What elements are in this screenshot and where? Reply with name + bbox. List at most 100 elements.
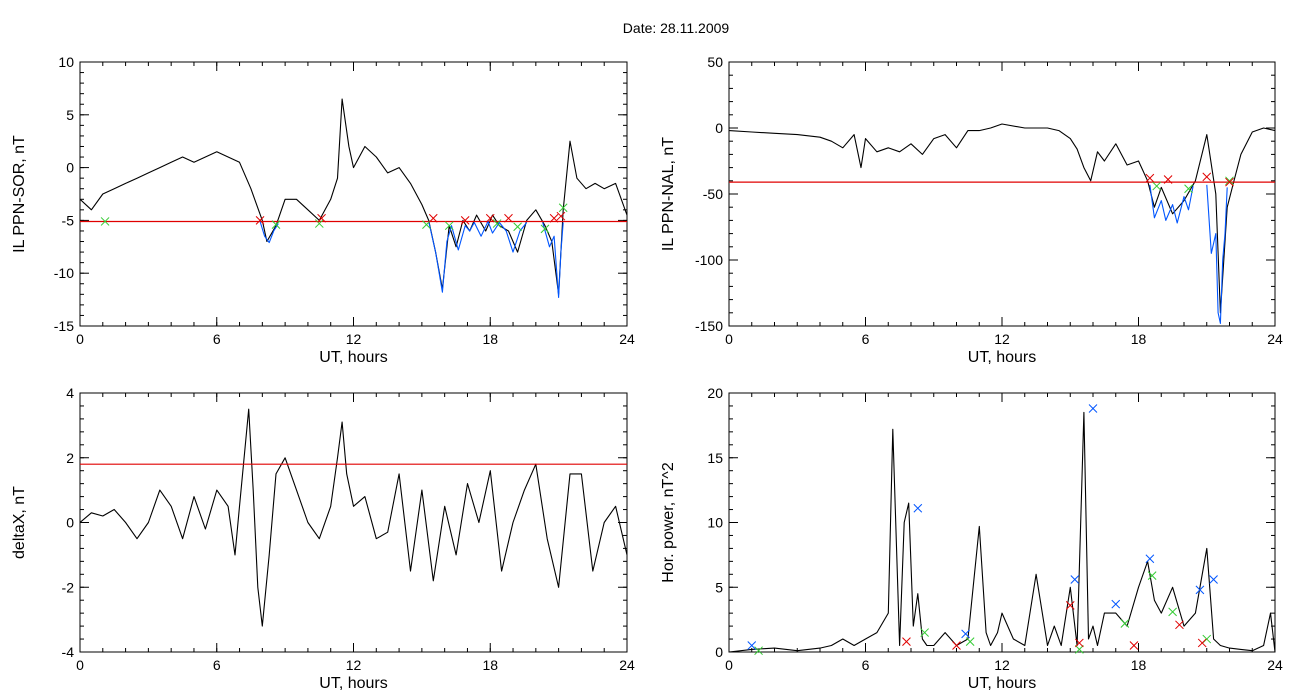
y-tick-label: -150 (695, 318, 723, 334)
series-group (80, 408, 627, 627)
marker-green (444, 221, 454, 231)
marker-blue (1145, 554, 1155, 564)
y-tick-label: 0 (715, 644, 723, 660)
series-group (729, 411, 1275, 652)
marker-stroke (747, 641, 757, 650)
marker-red (1074, 638, 1084, 648)
marker-blue (1209, 575, 1218, 584)
marker-red (460, 216, 470, 225)
series-line-black (729, 123, 1275, 314)
marker-red (549, 213, 559, 223)
marker-green (314, 219, 324, 228)
plot-frame (728, 61, 1276, 327)
marker-green (1120, 619, 1130, 628)
y-tick-label: 0 (715, 120, 723, 136)
marker-stroke (1145, 554, 1155, 564)
x-tick-label: 6 (213, 657, 221, 673)
panel-power: 0 6 12 18 24 0 5 10 15 20 UT, hours Hor. power, nT^… (660, 385, 1283, 692)
marker-stroke (1225, 177, 1234, 187)
marker-stroke (1070, 575, 1080, 584)
y-tick-label: 10 (707, 515, 723, 531)
marker-red (1175, 620, 1184, 630)
marker-red (1129, 641, 1139, 650)
series-line-blue (428, 220, 528, 293)
marker-stroke (1184, 184, 1193, 194)
marker-stroke (314, 219, 324, 228)
marker-green (1168, 607, 1177, 617)
marker-stroke (1209, 575, 1218, 584)
y-tick-label: -10 (54, 265, 74, 281)
marker-stroke (1074, 638, 1084, 648)
y-tick-label: -100 (695, 252, 723, 268)
marker-stroke (317, 213, 326, 223)
x-tick-label: 18 (482, 657, 498, 673)
marker-stroke (100, 217, 110, 226)
y-axis-label: IL PPN-SOR, nT (11, 135, 28, 253)
marker-stroke (961, 629, 970, 639)
marker-stroke (1111, 599, 1121, 609)
panel-nal: 0 6 12 18 24 -150 -100 -50 0 50 UT, hours IL PPN-NA… (660, 54, 1283, 366)
y-axis-label: IL PPN-NAL, nT (660, 137, 677, 251)
marker-green (558, 203, 568, 213)
marker-blue (1088, 404, 1098, 413)
marker-blue (1111, 599, 1121, 609)
figure-title: Date: 28.11.2009 (623, 20, 730, 36)
marker-stroke (920, 628, 930, 637)
series-group (729, 123, 1275, 324)
y-tick-label: 20 (707, 385, 723, 401)
marker-stroke (1065, 601, 1075, 610)
marker-stroke (1175, 620, 1184, 630)
x-tick-label: 6 (213, 331, 221, 347)
y-tick-label: 5 (715, 579, 723, 595)
marker-red (1225, 177, 1234, 187)
marker-stroke (444, 221, 454, 231)
marker-green (1074, 645, 1084, 654)
series-line-black (80, 98, 627, 295)
marker-red (317, 213, 326, 223)
y-tick-label: 2 (66, 450, 74, 466)
series-line-blue (259, 221, 279, 244)
y-tick-label: 50 (707, 54, 723, 70)
marker-green (1225, 176, 1234, 186)
x-tick-label: 18 (1131, 657, 1147, 673)
marker-red (255, 216, 265, 225)
marker-stroke (558, 203, 568, 213)
y-axis-label: deltaX, nT (11, 486, 28, 559)
x-axis-label: UT, hours (968, 349, 1036, 366)
x-axis-label: UT, hours (319, 675, 387, 692)
marker-blue (961, 629, 970, 639)
marker-green (754, 646, 763, 656)
marker-stroke (255, 216, 265, 225)
x-tick-label: 12 (346, 657, 362, 673)
x-axis-label: UT, hours (319, 349, 387, 366)
marker-green (513, 222, 522, 232)
x-tick-label: 24 (1267, 657, 1283, 673)
marker-blue (913, 503, 923, 513)
marker-stroke (1074, 645, 1084, 654)
marker-red (1163, 175, 1173, 184)
x-tick-label: 24 (619, 331, 635, 347)
x-tick-label: 0 (76, 657, 84, 673)
y-tick-label: -50 (703, 186, 723, 202)
marker-stroke (1168, 607, 1177, 617)
marker-blue (1195, 585, 1205, 595)
marker-stroke (1202, 172, 1212, 182)
marker-red (504, 213, 513, 223)
marker-stroke (549, 213, 559, 223)
marker-blue (1070, 575, 1080, 584)
marker-stroke (428, 213, 438, 223)
y-axis-label: Hor. power, nT^2 (660, 462, 677, 583)
marker-green (492, 219, 502, 228)
plot-frame (79, 61, 628, 327)
marker-stroke (1120, 619, 1130, 628)
x-tick-label: 18 (1131, 331, 1147, 347)
marker-red (485, 213, 495, 223)
x-tick-label: 0 (725, 331, 733, 347)
marker-stroke (913, 503, 923, 513)
marker-stroke (271, 220, 281, 229)
marker-red (1145, 173, 1155, 183)
marker-stroke (754, 646, 763, 656)
series-line-blue (1206, 184, 1228, 324)
